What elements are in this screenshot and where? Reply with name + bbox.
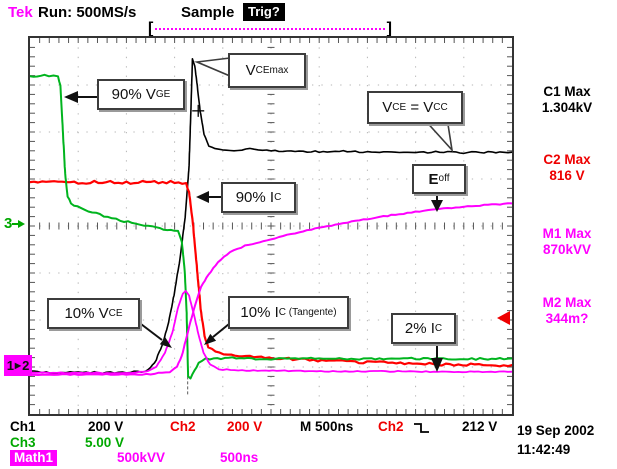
measurement-label: M1 Max (542, 226, 592, 241)
readout-trigger-level: 212 V (462, 419, 498, 434)
callout-text: 10% V (64, 305, 109, 322)
measurement-value: 1.304kV (541, 100, 593, 116)
ch3-position-marker: 3 (4, 215, 26, 232)
time-label: 11:42:49 (517, 442, 571, 457)
arrow-right-icon (12, 219, 26, 228)
record-right-bracket: ] (386, 20, 392, 37)
callout-10pct-vce: 10% V CE (47, 298, 140, 329)
measurement-value: 870kVV (542, 242, 592, 258)
measurement-value: 816 V (549, 168, 585, 184)
callout-text: 2% I (404, 320, 435, 337)
readout-ch3-scale: 5.00 V (85, 435, 125, 450)
acquisition-mode: Sample (181, 4, 235, 21)
measurement-label: C2 Max (543, 152, 591, 167)
measurement-m1-max: M1 Max 870kVV (520, 226, 614, 258)
readout-ch3-label: Ch3 (10, 435, 36, 450)
arrow-right-icon: ▶ (14, 360, 22, 370)
readout-ch2-scale: 200 V (227, 419, 263, 434)
callout-sub: C (Tangente) (278, 306, 337, 318)
ch1-marker-label: 1 (6, 358, 14, 374)
trigger-arrow-icon (497, 311, 510, 326)
date-label: 19 Sep 2002 (517, 423, 595, 438)
tek-logo: Tek (8, 4, 33, 21)
callout-90pct-vge: 90% V GE (97, 79, 185, 110)
trigger-level-marker (497, 310, 511, 331)
callout-sub: C (274, 191, 282, 203)
measurement-m2-max: M2 Max 344m? (520, 295, 614, 327)
callout-sub: CC (433, 101, 448, 113)
readout-math1-label: Math1 (10, 450, 58, 466)
trigger-status-badge: Trig? (243, 3, 285, 21)
measurement-c1-max: C1 Max 1.304kV (520, 84, 614, 116)
ch3-marker-label: 3 (4, 215, 13, 232)
ch2-marker-label: 2 (22, 358, 30, 374)
callout-text: V (382, 99, 393, 116)
readout-math1-scale: 500kVV (117, 450, 166, 465)
waveform-traces-svg (30, 38, 512, 414)
ch1-ch2-position-marker: 1 ▶ 2 (4, 355, 32, 377)
record-dotted-line (155, 28, 385, 30)
measurement-label: M2 Max (542, 295, 592, 310)
callout-sub: CEmax (255, 64, 289, 76)
callout-vce-max: V CEmax (228, 53, 306, 88)
falling-edge-trigger-icon (414, 423, 429, 433)
callout-sub: C (434, 322, 443, 334)
callout-text: 10% I (240, 304, 279, 321)
run-status: Run: 500MS/s (38, 4, 137, 21)
callout-sub: off (438, 173, 450, 184)
callout-text: = V (406, 99, 434, 116)
readout-math1-time: 500ns (220, 450, 259, 465)
measurement-value: 344m? (545, 311, 589, 327)
callout-text: V (245, 62, 256, 79)
callout-sub: CE (392, 101, 407, 113)
readout-ch1-scale: 200 V (88, 419, 124, 434)
callout-text: 90% V (111, 86, 156, 103)
measurement-label: C1 Max (543, 84, 591, 99)
callout-text: E (428, 170, 439, 188)
readout-ch1-label: Ch1 (10, 419, 36, 434)
readout-ch2-label: Ch2 (170, 419, 196, 434)
callout-sub: GE (155, 88, 171, 100)
measurement-c2-max: C2 Max 816 V (520, 152, 614, 184)
readout-trigger-source: Ch2 (378, 419, 404, 434)
datetime-stamp: 19 Sep 2002 11:42:49 (517, 421, 594, 459)
record-view-bar: [ ] (148, 21, 392, 37)
callout-text: 90% I (235, 189, 275, 206)
callout-sub: CE (108, 307, 123, 319)
callout-vce-equals-vcc: V CE = V CC (367, 91, 463, 124)
readout-timebase: M 500ns (300, 419, 354, 434)
record-left-bracket: [ (148, 20, 154, 37)
